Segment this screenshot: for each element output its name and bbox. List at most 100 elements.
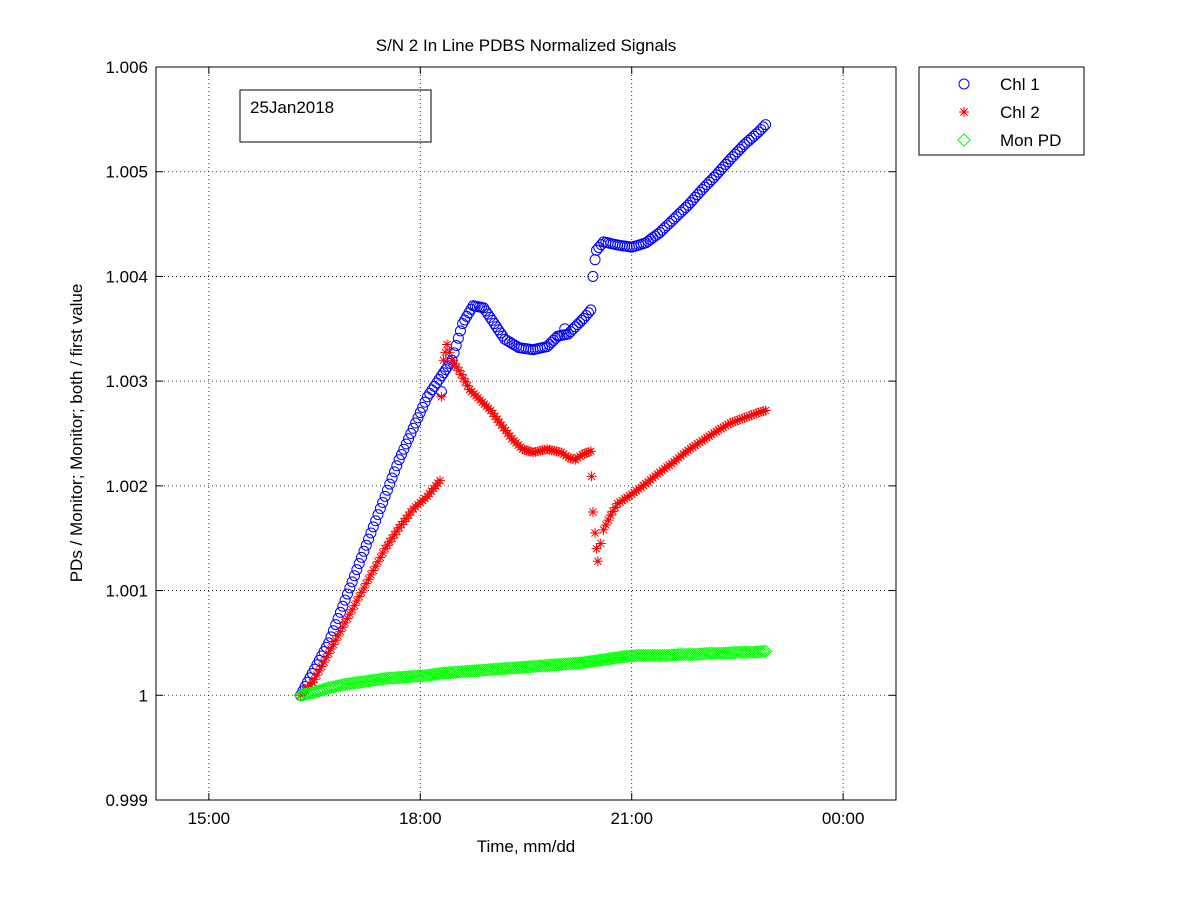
legend-label: Mon PD	[1000, 131, 1061, 150]
x-tick-label: 21:00	[610, 809, 653, 828]
data-point	[708, 427, 719, 438]
legend-entry: Mon PD	[957, 131, 1061, 150]
data-point	[309, 674, 320, 685]
data-point	[653, 648, 667, 663]
x-tick-label: 18:00	[399, 809, 442, 828]
series-mon-pd	[293, 644, 773, 702]
data-point	[316, 661, 327, 672]
data-point	[627, 649, 641, 663]
data-point	[726, 645, 740, 660]
data-point	[711, 426, 722, 437]
data-point	[377, 496, 389, 508]
data-point	[605, 510, 616, 521]
data-point	[687, 442, 698, 453]
data-point	[546, 445, 557, 456]
data-point	[353, 558, 365, 570]
data-point	[333, 630, 344, 641]
data-point	[723, 646, 738, 660]
data-point	[735, 645, 749, 660]
legend-marker-circle-icon	[958, 78, 970, 90]
data-point	[646, 648, 660, 663]
data-point	[484, 311, 496, 323]
data-point	[436, 391, 447, 402]
data-point	[549, 445, 560, 456]
data-point	[489, 411, 500, 422]
data-point	[341, 588, 353, 600]
data-point	[449, 358, 460, 369]
data-point	[410, 417, 422, 429]
data-point	[487, 408, 498, 419]
data-point	[407, 422, 419, 434]
data-point	[335, 626, 346, 637]
data-point	[351, 564, 363, 576]
data-point	[595, 538, 606, 549]
data-point	[344, 609, 355, 620]
data-point	[720, 420, 731, 431]
data-point	[360, 539, 372, 551]
data-point	[384, 536, 395, 547]
data-point	[395, 448, 407, 460]
data-point	[365, 569, 376, 580]
data-point	[624, 490, 635, 501]
data-point	[356, 551, 368, 563]
data-point	[718, 422, 729, 433]
data-point	[523, 446, 534, 457]
x-axis-label: Time, mm/dd	[477, 837, 576, 856]
data-point	[617, 495, 628, 506]
data-point	[634, 648, 648, 663]
data-point	[699, 434, 710, 445]
data-point	[592, 556, 603, 567]
data-point	[567, 453, 578, 464]
data-point	[403, 510, 414, 521]
data-point	[344, 582, 356, 594]
data-point	[414, 407, 426, 419]
data-point	[387, 533, 398, 544]
data-point	[563, 452, 574, 463]
data-point	[730, 645, 745, 660]
data-point	[650, 648, 665, 663]
data-point	[746, 410, 757, 421]
data-point	[358, 545, 370, 557]
y-tick-label: 1.004	[105, 267, 148, 286]
chart-title: S/N 2 In Line PDBS Normalized Signals	[376, 36, 676, 55]
data-point	[713, 425, 724, 436]
data-point	[363, 574, 374, 585]
data-point	[751, 645, 766, 659]
data-point	[583, 447, 594, 458]
data-point	[571, 319, 583, 331]
data-point	[375, 552, 386, 563]
data-point	[704, 646, 719, 661]
data-point	[544, 444, 555, 455]
data-point	[751, 408, 762, 419]
data-point	[742, 645, 756, 660]
data-point	[639, 648, 653, 663]
plot-area	[156, 67, 896, 800]
data-point	[365, 527, 377, 539]
data-point	[377, 548, 388, 559]
data-point	[690, 440, 701, 451]
data-point	[587, 507, 598, 518]
data-point	[641, 648, 655, 663]
data-point	[574, 317, 586, 329]
data-point	[760, 405, 771, 416]
y-tick-label: 1.002	[105, 477, 148, 496]
data-point	[405, 507, 416, 518]
legend-entry: Chl 2	[959, 103, 1040, 122]
data-point	[530, 446, 541, 457]
data-point	[579, 448, 590, 459]
data-point	[488, 318, 500, 330]
data-point	[753, 407, 764, 418]
data-point	[607, 506, 618, 517]
data-point	[577, 449, 588, 460]
data-point	[480, 305, 492, 317]
data-marks	[293, 119, 773, 702]
data-point	[723, 419, 734, 430]
data-point	[756, 644, 770, 659]
data-point	[337, 600, 349, 612]
data-point	[396, 519, 407, 530]
data-point	[367, 521, 379, 533]
data-point	[351, 596, 362, 607]
data-point	[657, 648, 672, 663]
data-point	[702, 646, 716, 661]
data-point	[669, 648, 684, 662]
